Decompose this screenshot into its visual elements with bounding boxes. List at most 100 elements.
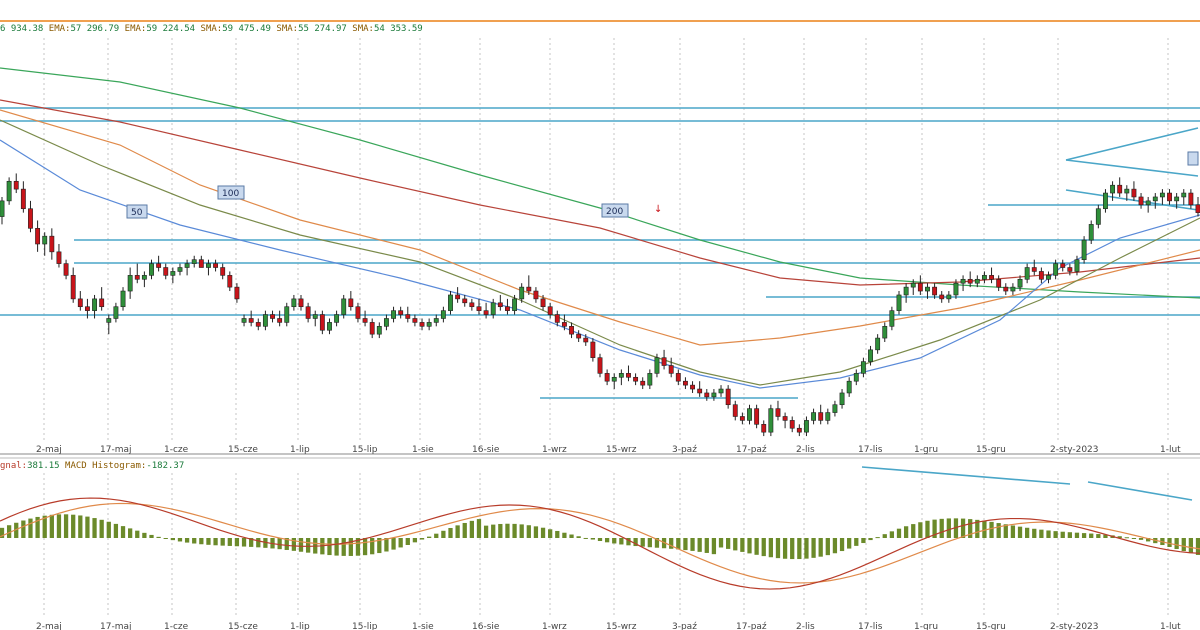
candle xyxy=(974,278,980,284)
ma-100-line xyxy=(0,99,1200,286)
macd-histogram-bar xyxy=(797,538,802,560)
macd-histogram-bar xyxy=(113,523,119,538)
macd-value-1: 381.15 xyxy=(27,461,60,471)
candle xyxy=(298,298,304,308)
x-tick-label: 2-lis xyxy=(796,445,815,455)
candle xyxy=(497,302,503,308)
macd-histogram-bar xyxy=(42,515,47,538)
svg-text:200: 200 xyxy=(606,207,623,217)
macd-histogram-bar xyxy=(348,538,353,556)
x-tick-label-bottom: 2-maj xyxy=(36,622,62,630)
candle xyxy=(1110,184,1116,194)
x-tick-label: 16-sie xyxy=(472,445,500,455)
macd-histogram-bar xyxy=(355,538,361,556)
candle xyxy=(220,267,226,276)
candle xyxy=(1181,192,1187,198)
macd-histogram-bar xyxy=(654,538,660,548)
text-marker xyxy=(1187,151,1199,166)
macd-divergence-line xyxy=(1087,481,1193,501)
candle xyxy=(1024,267,1030,280)
macd-histogram-bar xyxy=(377,538,382,554)
macd-histogram-bar xyxy=(640,538,645,547)
macd-histogram-bar xyxy=(1074,532,1080,538)
candle xyxy=(341,298,347,315)
candle xyxy=(633,376,639,382)
candle xyxy=(1195,204,1200,213)
ema-line xyxy=(0,109,1200,346)
macd-histogram-bar xyxy=(790,538,795,560)
candle xyxy=(761,424,767,433)
macd-histogram-bar xyxy=(142,532,147,538)
candle xyxy=(846,380,852,394)
macd-histogram-bar xyxy=(726,538,731,549)
candle xyxy=(640,380,646,386)
candle xyxy=(241,318,247,323)
candle xyxy=(675,373,681,382)
candle xyxy=(732,404,738,417)
macd-histogram-bar xyxy=(676,538,681,550)
ma-tag-50: 50 xyxy=(126,204,148,219)
candle xyxy=(1117,184,1123,194)
indicator-value-9: SMA: xyxy=(346,24,374,34)
candle xyxy=(512,298,518,311)
macd-histogram-bar xyxy=(882,534,887,538)
candle xyxy=(981,275,987,280)
macd-histogram-bar xyxy=(733,538,738,551)
x-tick-label-bottom: 17-paź xyxy=(736,622,767,630)
candle xyxy=(868,349,873,362)
macd-histogram-bar xyxy=(519,524,524,538)
indicator-values-line: 6 934.38 EMA:57 296.79 EMA:59 224.54 SMA… xyxy=(0,23,423,35)
candle xyxy=(626,373,631,378)
candle xyxy=(120,290,126,308)
ma-tag-100: 100 xyxy=(217,185,245,200)
trend-line xyxy=(1065,127,1199,161)
candle xyxy=(56,251,62,264)
macd-histogram-bar xyxy=(156,536,161,538)
candle xyxy=(533,290,539,300)
candle xyxy=(561,322,567,327)
candle xyxy=(156,263,162,268)
macd-histogram-bar xyxy=(1124,537,1129,539)
macd-histogram-bar xyxy=(263,538,268,548)
x-tick-label: 1-lut xyxy=(1160,445,1181,455)
indicator-value-10: 54 353.59 xyxy=(373,24,423,34)
candle xyxy=(860,361,866,374)
macd-histogram-bar xyxy=(106,521,111,538)
candle xyxy=(1053,263,1059,276)
macd-histogram-bar xyxy=(1032,528,1037,538)
macd-histogram-bar xyxy=(775,538,781,559)
candle xyxy=(391,310,396,319)
candle xyxy=(113,306,119,319)
macd-histogram-bar xyxy=(498,523,503,538)
candle xyxy=(469,302,475,308)
macd-histogram-bar xyxy=(256,538,261,548)
candle xyxy=(960,278,966,284)
candle xyxy=(747,408,752,421)
x-tick-label-bottom: 1-wrz xyxy=(542,622,567,630)
candle xyxy=(590,341,596,358)
macd-histogram-bar xyxy=(1146,538,1151,542)
macd-histogram-bar xyxy=(939,518,944,538)
macd-histogram-bar xyxy=(78,515,83,538)
x-tick-label: 1-lip xyxy=(290,445,310,455)
macd-histogram-bar xyxy=(177,538,183,542)
candle xyxy=(1152,196,1158,202)
candle xyxy=(77,298,83,308)
x-tick-label: 1-gru xyxy=(914,445,938,455)
candle xyxy=(597,357,603,374)
candle xyxy=(70,275,76,300)
candle xyxy=(206,263,211,268)
candle xyxy=(163,267,169,276)
candle xyxy=(547,306,553,315)
macd-histogram-bar xyxy=(1003,524,1008,538)
macd-histogram-bar xyxy=(405,538,410,545)
candle xyxy=(440,310,446,319)
candle xyxy=(305,306,311,319)
macd-histogram-bar xyxy=(975,519,980,538)
x-tick-label: 2-sty-2023 xyxy=(1050,445,1099,455)
macd-value-0: gnal: xyxy=(0,461,28,471)
candle xyxy=(526,286,532,292)
candle xyxy=(92,298,97,311)
candle xyxy=(825,412,831,421)
